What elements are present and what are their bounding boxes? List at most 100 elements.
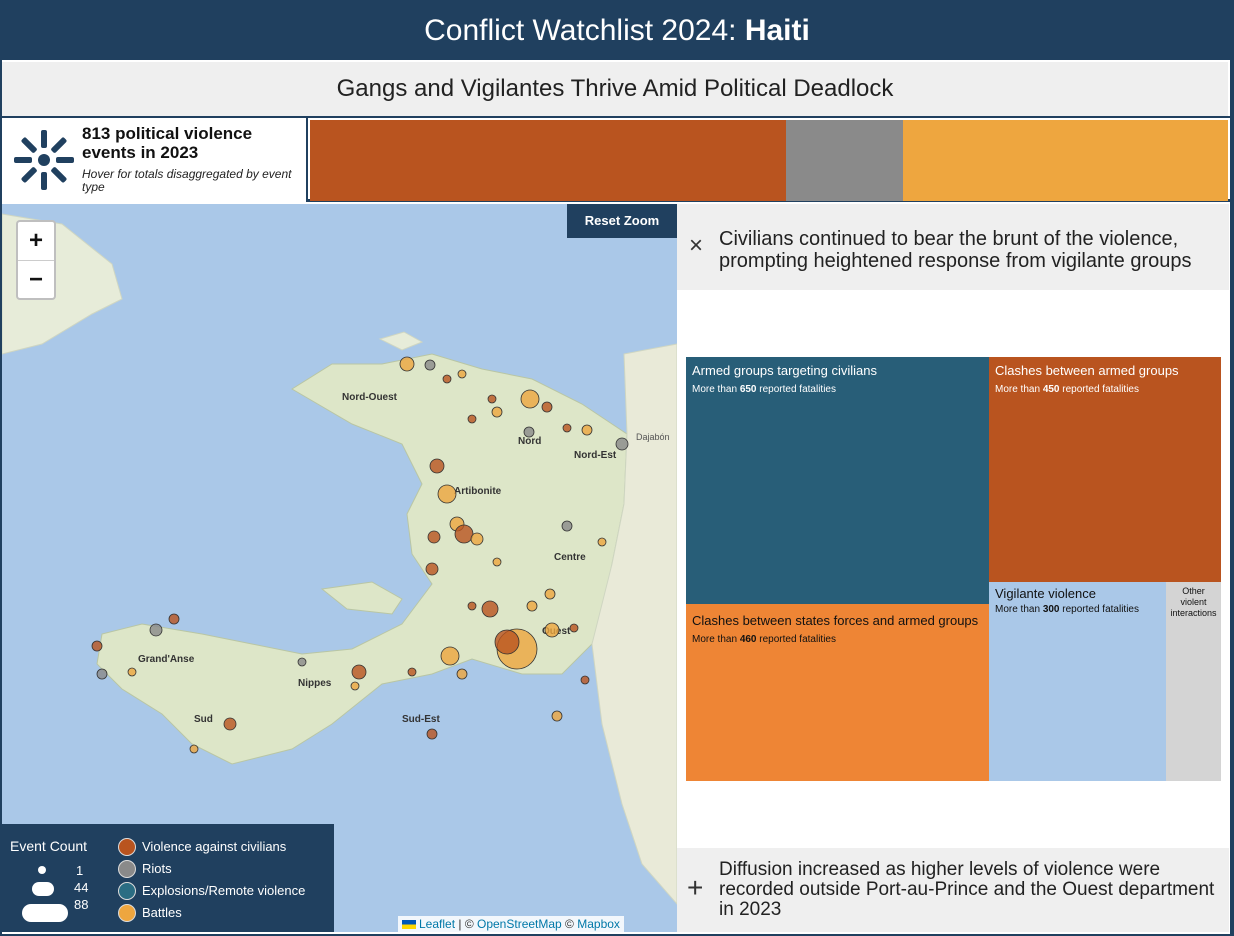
event-marker[interactable] <box>457 369 467 379</box>
zoom-out-button[interactable]: − <box>18 260 54 298</box>
page-subtitle: Gangs and Vigilantes Thrive Amid Politic… <box>2 62 1228 116</box>
event-marker[interactable] <box>597 537 607 547</box>
event-marker[interactable] <box>551 710 563 722</box>
leaflet-link[interactable]: Leaflet <box>419 917 456 931</box>
map-label-dajabon: Dajabón <box>636 432 670 442</box>
legend-dot <box>118 882 136 900</box>
treemap-tile-vigilante-violence[interactable]: Vigilante violence More than 300 reporte… <box>989 582 1166 781</box>
panel-footer-text: Diffusion increased as higher levels of … <box>719 859 1215 920</box>
reset-zoom-button[interactable]: Reset Zoom <box>567 204 677 238</box>
story-panel: × Civilians continued to bear the brunt … <box>677 204 1229 932</box>
event-marker[interactable] <box>96 668 108 680</box>
event-marker[interactable] <box>467 601 477 611</box>
event-marker[interactable] <box>492 557 502 567</box>
event-marker[interactable] <box>544 588 556 600</box>
event-marker[interactable] <box>442 374 452 384</box>
event-marker[interactable] <box>407 667 417 677</box>
event-marker[interactable] <box>429 458 445 474</box>
legend-title: Event Count <box>10 838 88 854</box>
event-map[interactable]: Nord-Ouest Nord Nord-Est Artibonite Cent… <box>2 204 677 932</box>
panel-section-footer[interactable]: + Diffusion increased as higher levels o… <box>677 848 1229 932</box>
legend-dot <box>118 838 136 856</box>
mapbox-link[interactable]: Mapbox <box>577 917 620 931</box>
panel-heading: Civilians continued to bear the brunt of… <box>719 228 1192 272</box>
map-label-grandanse: Grand'Anse <box>138 654 195 665</box>
event-marker[interactable] <box>149 623 163 637</box>
event-marker[interactable] <box>424 359 436 371</box>
event-marker[interactable] <box>351 664 367 680</box>
event-marker[interactable] <box>399 356 415 372</box>
legend-size-icons <box>22 866 68 922</box>
event-marker[interactable] <box>456 668 468 680</box>
event-marker[interactable] <box>562 423 572 433</box>
close-icon[interactable]: × <box>689 232 704 259</box>
bar-segment-riots[interactable] <box>786 120 903 201</box>
event-marker[interactable] <box>127 667 137 677</box>
panel-section-header[interactable]: × Civilians continued to bear the brunt … <box>677 204 1229 290</box>
map-label-sud: Sud <box>194 714 213 725</box>
page-title: Conflict Watchlist 2024: Haiti <box>0 0 1234 60</box>
map-basemap: Nord-Ouest Nord Nord-Est Artibonite Cent… <box>2 213 677 905</box>
map-label-nord-ouest: Nord-Ouest <box>342 392 398 403</box>
map-label-sud-est: Sud-Est <box>402 714 440 725</box>
legend-size-medium: 44 <box>74 880 89 895</box>
zoom-in-button[interactable]: + <box>28 227 43 254</box>
map-label-artibonite: Artibonite <box>454 486 502 497</box>
map-label-nord: Nord <box>518 436 541 447</box>
event-marker[interactable] <box>437 484 457 504</box>
map-label-nippes: Nippes <box>298 678 332 689</box>
event-marker[interactable] <box>189 744 199 754</box>
event-marker[interactable] <box>491 406 503 418</box>
expand-icon[interactable]: + <box>687 872 704 903</box>
title-country: Haiti <box>744 14 810 47</box>
stats-note: Hover for totals disaggregated by event … <box>82 167 292 194</box>
treemap-tile-other-violent-interactions[interactable]: Other violent interactions <box>1166 582 1221 781</box>
treemap-tile-clashes-state-forces-armed-groups[interactable]: Clashes between states forces and armed … <box>686 604 989 781</box>
map-attribution: Leaflet | © OpenStreetMap © Mapbox <box>398 916 624 932</box>
event-marker[interactable] <box>481 600 499 618</box>
map-label-nord-est: Nord-Est <box>574 450 617 461</box>
map-label-centre: Centre <box>554 552 586 563</box>
bar-segment-battles[interactable] <box>903 120 1228 201</box>
legend-dot <box>118 860 136 878</box>
fatalities-treemap: Armed groups targeting civilians More th… <box>686 357 1221 781</box>
event-marker[interactable] <box>440 646 460 666</box>
stats-box: 813 political violence events in 2023 Ho… <box>2 118 308 202</box>
event-marker[interactable] <box>615 437 629 451</box>
stats-row: 813 political violence events in 2023 Ho… <box>0 116 1234 202</box>
event-marker[interactable] <box>541 401 553 413</box>
bar-segment-violence-against-civilians[interactable] <box>310 120 786 201</box>
event-marker[interactable] <box>569 623 579 633</box>
stats-title: 813 political violence events in 2023 <box>82 124 253 162</box>
event-marker[interactable] <box>494 629 520 655</box>
event-marker[interactable] <box>470 532 484 546</box>
event-marker[interactable] <box>544 622 560 638</box>
event-marker[interactable] <box>467 414 477 424</box>
event-marker[interactable] <box>426 728 438 740</box>
event-marker[interactable] <box>91 640 103 652</box>
event-marker[interactable] <box>454 524 474 544</box>
osm-link[interactable]: OpenStreetMap <box>477 917 562 931</box>
event-marker[interactable] <box>561 520 573 532</box>
event-marker[interactable] <box>297 657 307 667</box>
event-marker[interactable] <box>168 613 180 625</box>
event-marker[interactable] <box>425 562 439 576</box>
event-marker[interactable] <box>427 530 441 544</box>
legend-size-small: 1 <box>76 863 84 878</box>
ukraine-flag-icon <box>402 920 416 930</box>
event-marker[interactable] <box>580 675 590 685</box>
event-markers[interactable] <box>91 356 629 754</box>
event-marker[interactable] <box>223 717 237 731</box>
event-marker[interactable] <box>487 394 497 404</box>
event-marker[interactable] <box>526 600 538 612</box>
title-prefix: Conflict Watchlist 2024: <box>424 14 745 47</box>
treemap-tile-armed-groups-targeting-civilians[interactable]: Armed groups targeting civilians More th… <box>686 357 989 604</box>
event-marker[interactable] <box>350 681 360 691</box>
legend-size-large: 88 <box>74 897 89 912</box>
event-marker[interactable] <box>523 426 535 438</box>
event-marker[interactable] <box>581 424 593 436</box>
treemap-tile-clashes-between-armed-groups[interactable]: Clashes between armed groups More than 4… <box>989 357 1221 582</box>
map-legend: Event Count 1 44 88 Violence against civ… <box>2 824 334 932</box>
zoom-control: + − <box>16 220 56 300</box>
event-marker[interactable] <box>520 389 540 409</box>
